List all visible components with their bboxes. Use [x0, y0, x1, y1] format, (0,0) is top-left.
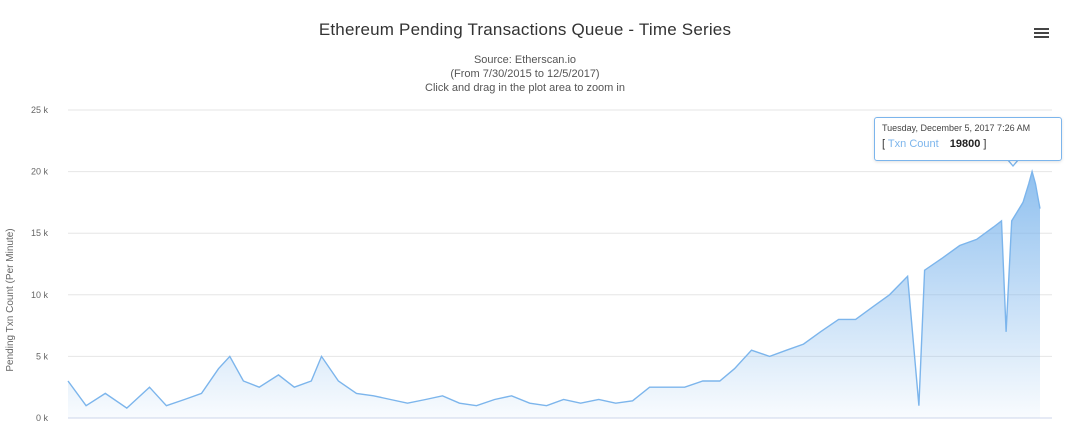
hamburger-icon-bar-3	[1033, 36, 1049, 38]
chart-subtitle-range: (From 7/30/2015 to 12/5/2017)	[450, 68, 600, 80]
y-tick-label: 10 k	[31, 290, 49, 300]
series-area-fill	[68, 171, 1040, 418]
tooltip-pointer-inner	[1008, 159, 1018, 165]
tooltip: Tuesday, December 5, 2017 7:26 AM [ Txn …	[874, 117, 1062, 161]
y-tick-label: 0 k	[36, 413, 49, 423]
y-tick-label: 15 k	[31, 228, 49, 238]
tooltip-date: Tuesday, December 5, 2017 7:26 AM	[882, 123, 1031, 133]
chart-subtitle-source: Source: Etherscan.io	[473, 54, 577, 66]
y-axis-title: Pending Txn Count (Per Minute)	[5, 228, 16, 371]
y-axis-ticks: 0 k 5 k 10 k 15 k 20 k 25 k	[31, 105, 49, 423]
hamburger-icon-bar-1	[1033, 28, 1049, 30]
y-tick-label: 20 k	[31, 167, 49, 177]
tooltip-value-line: [ Txn Count 19800 ]	[882, 138, 987, 150]
y-tick-label: 25 k	[31, 105, 49, 115]
tooltip-series-name: Txn Count	[887, 138, 939, 150]
chart-menu-button[interactable]	[1030, 26, 1052, 42]
chart-subtitle-hint: Click and drag in the plot area to zoom …	[425, 82, 625, 94]
tooltip-value: 19800	[949, 138, 981, 150]
series-line[interactable]	[67, 168, 1041, 409]
hamburger-icon-bar-2	[1033, 32, 1049, 34]
chart-title: Ethereum Pending Transactions Queue - Ti…	[318, 20, 732, 39]
y-tick-label: 5 k	[36, 351, 49, 361]
